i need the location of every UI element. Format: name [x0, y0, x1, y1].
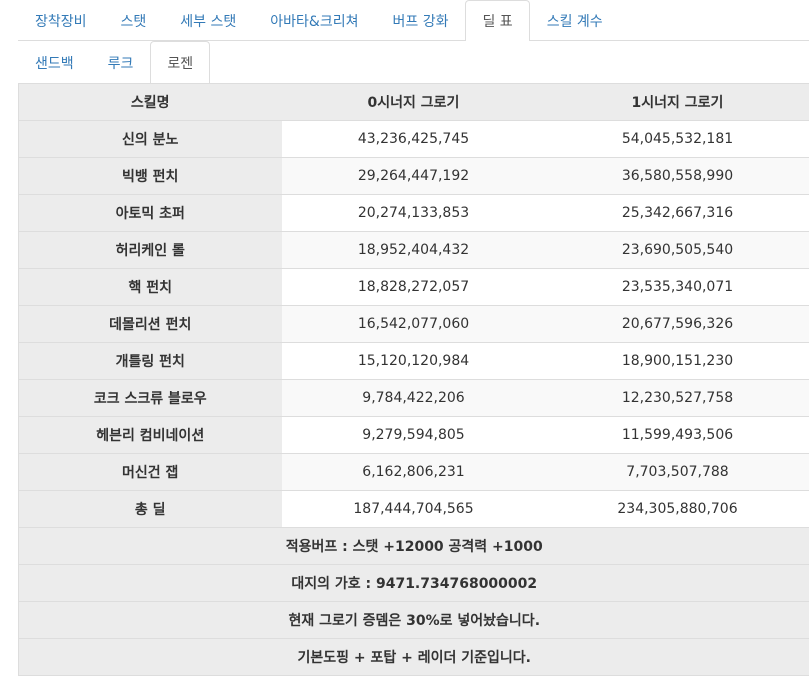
- synergy1-cell: 12,230,527,758: [545, 379, 809, 417]
- tab-detail-stats[interactable]: 세부 스탯: [180, 14, 237, 30]
- table-row: 아토믹 초퍼 20,274,133,853 25,342,667,316: [18, 194, 809, 232]
- skill-name-cell: 데몰리션 펀치: [18, 305, 282, 343]
- skill-name-cell: 핵 펀치: [18, 268, 282, 306]
- main-tab-bar: 장착장비 스탯 세부 스탯 아바타&크리쳐 버프 강화 딜 표 스킬 계수: [18, 0, 809, 41]
- header-synergy1: 1시너지 그로기: [545, 83, 809, 121]
- note-row: 현재 그로기 증뎀은 30%로 넣어놨습니다.: [18, 601, 809, 639]
- note-applied-buff: 적용버프 : 스탯 +12000 공격력 +1000: [18, 527, 809, 565]
- synergy0-cell: 18,952,404,432: [281, 231, 546, 269]
- synergy0-cell: 6,162,806,231: [281, 453, 546, 491]
- table-row: 코크 스크류 블로우 9,784,422,206 12,230,527,758: [18, 379, 809, 417]
- synergy1-cell: 54,045,532,181: [545, 120, 809, 158]
- synergy0-cell: 43,236,425,745: [281, 120, 546, 158]
- synergy1-cell: 23,690,505,540: [545, 231, 809, 269]
- tab-rosen[interactable]: 로젠: [150, 41, 211, 83]
- synergy0-cell: 20,274,133,853: [281, 194, 546, 232]
- note-basis: 기본도핑 + 포탑 + 레이더 기준입니다.: [18, 638, 809, 676]
- skill-name-cell: 아토믹 초퍼: [18, 194, 282, 232]
- header-skill-name: 스킬명: [18, 83, 282, 121]
- synergy1-cell: 23,535,340,071: [545, 268, 809, 306]
- synergy0-cell: 15,120,120,984: [281, 342, 546, 380]
- total-label-cell: 총 딜: [18, 490, 282, 528]
- synergy1-cell: 36,580,558,990: [545, 157, 809, 195]
- tab-skill-coefficient[interactable]: 스킬 계수: [546, 14, 603, 30]
- synergy0-cell: 9,784,422,206: [281, 379, 546, 417]
- table-row: 머신건 잽 6,162,806,231 7,703,507,788: [18, 453, 809, 491]
- damage-table: 스킬명 0시너지 그로기 1시너지 그로기 신의 분노 43,236,425,7…: [18, 83, 809, 676]
- synergy0-cell: 29,264,447,192: [281, 157, 546, 195]
- synergy0-cell: 18,828,272,057: [281, 268, 546, 306]
- synergy0-cell: 16,542,077,060: [281, 305, 546, 343]
- table-row: 신의 분노 43,236,425,745 54,045,532,181: [18, 120, 809, 158]
- table-row: 허리케인 롤 18,952,404,432 23,690,505,540: [18, 231, 809, 269]
- synergy1-cell: 20,677,596,326: [545, 305, 809, 343]
- table-row: 헤븐리 컴비네이션 9,279,594,805 11,599,493,506: [18, 416, 809, 454]
- header-synergy0: 0시너지 그로기: [281, 83, 546, 121]
- synergy1-cell: 11,599,493,506: [545, 416, 809, 454]
- skill-name-cell: 빅뱅 펀치: [18, 157, 282, 195]
- synergy0-cell: 9,279,594,805: [281, 416, 546, 454]
- tab-equipment[interactable]: 장착장비: [35, 14, 87, 30]
- skill-name-cell: 허리케인 롤: [18, 231, 282, 269]
- skill-name-cell: 신의 분노: [18, 120, 282, 158]
- tab-buff-enhance[interactable]: 버프 강화: [392, 14, 449, 30]
- total-row: 총 딜 187,444,704,565 234,305,880,706: [18, 490, 809, 528]
- synergy1-cell: 25,342,667,316: [545, 194, 809, 232]
- skill-name-cell: 헤븐리 컴비네이션: [18, 416, 282, 454]
- note-earth-blessing: 대지의 가호 : 9471.734768000002: [18, 564, 809, 602]
- target-tab-bar: 샌드백 루크 로젠: [18, 41, 809, 83]
- skill-name-cell: 개틀링 펀치: [18, 342, 282, 380]
- note-row: 적용버프 : 스탯 +12000 공격력 +1000: [18, 527, 809, 565]
- synergy1-cell: 7,703,507,788: [545, 453, 809, 491]
- tab-rook[interactable]: 루크: [107, 55, 134, 72]
- note-row: 대지의 가호 : 9471.734768000002: [18, 564, 809, 602]
- table-row: 빅뱅 펀치 29,264,447,192 36,580,558,990: [18, 157, 809, 195]
- skill-name-cell: 코크 스크류 블로우: [18, 379, 282, 417]
- tab-stats[interactable]: 스탯: [120, 14, 147, 30]
- table-header-row: 스킬명 0시너지 그로기 1시너지 그로기: [18, 83, 809, 121]
- tab-damage-table[interactable]: 딜 표: [465, 0, 530, 41]
- total-synergy0-cell: 187,444,704,565: [281, 490, 546, 528]
- table-row: 핵 펀치 18,828,272,057 23,535,340,071: [18, 268, 809, 306]
- note-groggy-bonus: 현재 그로기 증뎀은 30%로 넣어놨습니다.: [18, 601, 809, 639]
- skill-name-cell: 머신건 잽: [18, 453, 282, 491]
- table-row: 데몰리션 펀치 16,542,077,060 20,677,596,326: [18, 305, 809, 343]
- note-row: 기본도핑 + 포탑 + 레이더 기준입니다.: [18, 638, 809, 676]
- synergy1-cell: 18,900,151,230: [545, 342, 809, 380]
- tab-avatar-creature[interactable]: 아바타&크리쳐: [270, 14, 359, 30]
- total-synergy1-cell: 234,305,880,706: [545, 490, 809, 528]
- tab-sandbag[interactable]: 샌드백: [35, 55, 74, 72]
- table-row: 개틀링 펀치 15,120,120,984 18,900,151,230: [18, 342, 809, 380]
